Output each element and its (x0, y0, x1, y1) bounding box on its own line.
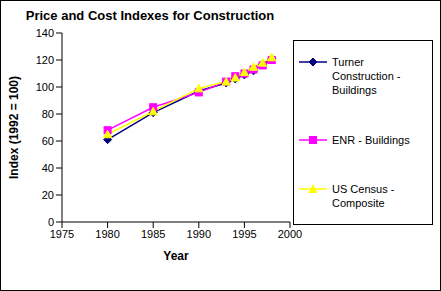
svg-text:0: 0 (48, 216, 54, 228)
svg-text:20: 20 (42, 189, 54, 201)
svg-text:40: 40 (42, 162, 54, 174)
svg-text:140: 140 (36, 27, 54, 39)
svg-text:1995: 1995 (232, 228, 256, 240)
svg-text:1980: 1980 (95, 228, 119, 240)
html-text:US Census - Composite: US Census - Composite (332, 183, 395, 209)
svg-text:1975: 1975 (50, 228, 74, 240)
svg-text:2000: 2000 (278, 228, 302, 240)
html-text:ENR - Buildings: ENR - Buildings (332, 133, 410, 146)
html-text:Turner Construction - Building: Turner Construction - Buildings (332, 56, 401, 96)
svg-text:Index (1992 = 100): Index (1992 = 100) (8, 76, 21, 179)
svg-text:100: 100 (36, 81, 54, 93)
svg-text:1985: 1985 (141, 228, 165, 240)
svg-text:120: 120 (36, 54, 54, 66)
svg-text:Year: Year (163, 249, 189, 263)
svg-text:80: 80 (42, 108, 54, 120)
html-text:Price and Cost Indexes for Con: Price and Cost Indexes for Construction (25, 8, 275, 23)
svg-text:60: 60 (42, 135, 54, 147)
svg-text:1990: 1990 (187, 228, 211, 240)
